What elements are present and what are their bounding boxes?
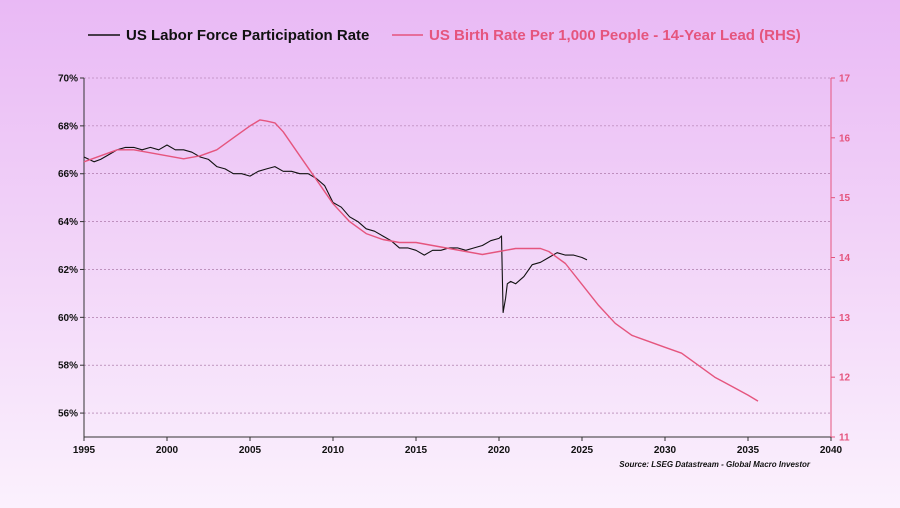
x-tick-label-2035: 2035 — [737, 445, 760, 456]
left-tick-label-66: 66% — [58, 169, 78, 180]
x-tick-label-2000: 2000 — [156, 445, 179, 456]
legend: US Labor Force Participation Rate US Bir… — [88, 27, 801, 44]
series — [83, 119, 759, 402]
right-tick-label-15: 15 — [839, 193, 851, 204]
left-tick-label-60: 60% — [58, 313, 78, 324]
legend-label-birth-rate: US Birth Rate Per 1,000 People - 14-Year… — [429, 27, 801, 44]
x-tick-label-2030: 2030 — [654, 445, 677, 456]
left-tick-label-56: 56% — [58, 409, 78, 420]
right-tick-label-12: 12 — [839, 373, 851, 384]
right-tick-label-16: 16 — [839, 133, 851, 144]
left-tick-label-68: 68% — [58, 121, 78, 132]
left-tick-label-70: 70% — [58, 74, 78, 85]
legend-label-lfpr: US Labor Force Participation Rate — [126, 27, 369, 44]
x-tick-label-2040: 2040 — [820, 445, 843, 456]
series-line-birth-rate — [83, 119, 759, 402]
source-note: Source: LSEG Datastream - Global Macro I… — [619, 460, 811, 469]
right-tick-label-14: 14 — [839, 253, 851, 264]
right-tick-label-11: 11 — [839, 433, 850, 444]
left-tick-label-64: 64% — [58, 217, 78, 228]
x-tick-label-1995: 1995 — [73, 445, 96, 456]
x-tick-label-2025: 2025 — [571, 445, 594, 456]
series-line-lfpr — [83, 144, 588, 314]
right-tick-label-13: 13 — [839, 313, 851, 324]
gridlines — [84, 77, 831, 414]
left-tick-label-62: 62% — [58, 265, 78, 276]
x-tick-label-2005: 2005 — [239, 445, 262, 456]
x-tick-label-2015: 2015 — [405, 445, 428, 456]
axis-ticks: 56% 58% 60% 62% 64% 66% 68% 70% 11 12 13 14 15 16 17 19… — [58, 74, 851, 457]
left-tick-label-58: 58% — [58, 361, 78, 372]
x-tick-label-2010: 2010 — [322, 445, 345, 456]
right-tick-label-17: 17 — [839, 74, 851, 85]
x-tick-label-2020: 2020 — [488, 445, 511, 456]
